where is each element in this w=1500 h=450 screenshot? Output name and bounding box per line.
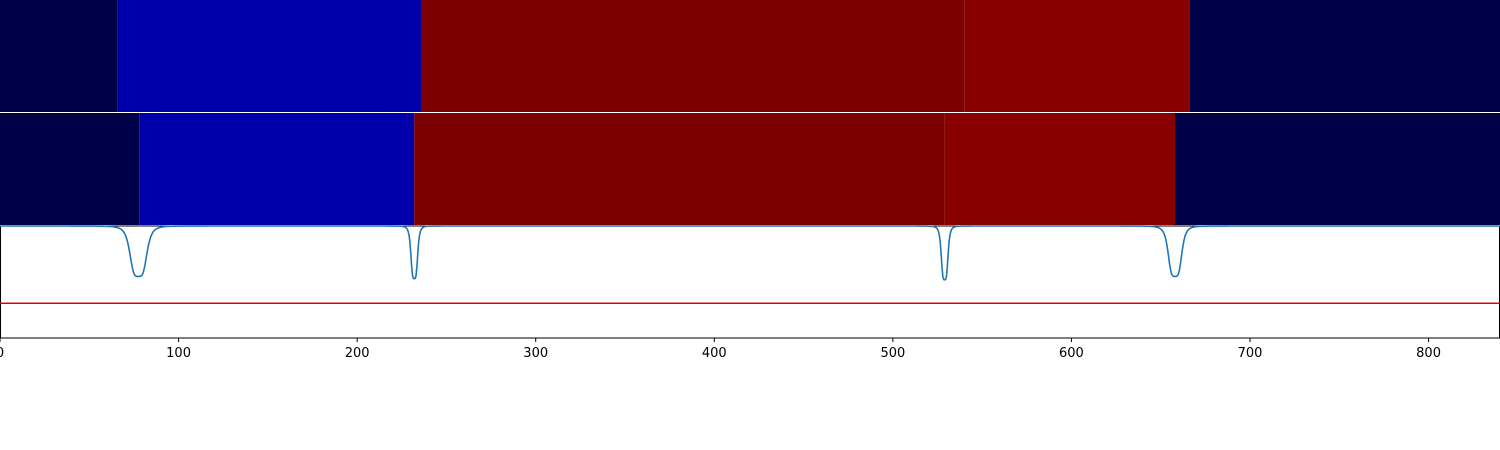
signal-panel-frame	[0, 225, 1500, 339]
segment-bar	[139, 113, 415, 225]
segment-bar	[1175, 113, 1500, 225]
x-axis: 0 100 200 300 400 500 600 700 800	[0, 338, 1441, 361]
segment-bar	[414, 113, 945, 225]
x-tick-label: 200	[345, 346, 370, 361]
x-tick-label: 0	[0, 346, 4, 361]
x-tick-label: 100	[166, 346, 191, 361]
signal-panel	[0, 225, 1500, 339]
segment-strips	[0, 0, 1500, 225]
segment-bar	[1189, 0, 1500, 112]
x-tick-label: 700	[1238, 346, 1263, 361]
segment-strip-1	[0, 0, 1500, 112]
segment-bar	[964, 0, 1190, 112]
segment-bar	[117, 0, 422, 112]
segment-bar	[0, 0, 118, 112]
x-tick-label: 500	[880, 346, 905, 361]
segment-bar	[0, 113, 140, 225]
x-tick-label: 600	[1059, 346, 1084, 361]
segment-strip-2	[0, 113, 1500, 225]
segment-bar	[944, 113, 1175, 225]
x-tick-label: 300	[523, 346, 548, 361]
segment-bar	[421, 0, 965, 112]
x-tick-label: 400	[702, 346, 727, 361]
signal-line	[0, 225, 1500, 281]
x-tick-label: 800	[1416, 346, 1441, 361]
